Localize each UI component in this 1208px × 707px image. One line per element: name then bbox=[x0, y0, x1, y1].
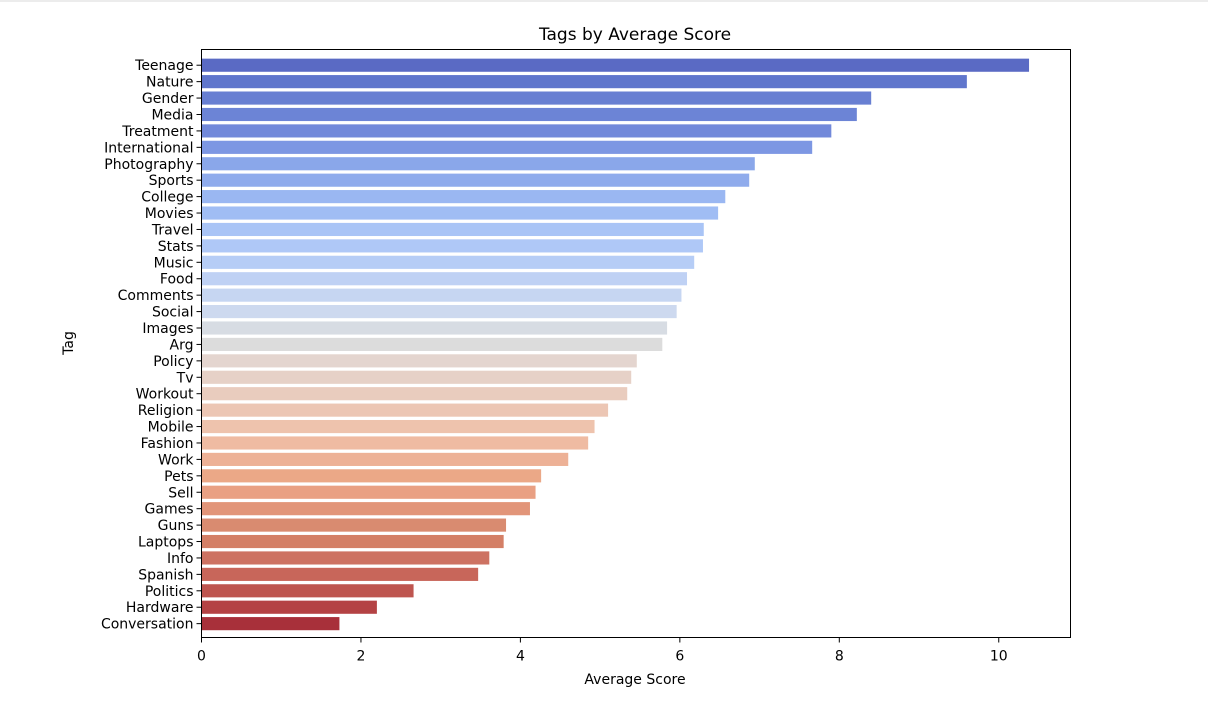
x-tick-label: 6 bbox=[675, 649, 684, 665]
bar bbox=[201, 518, 507, 532]
plot-frame bbox=[201, 49, 1071, 638]
bar bbox=[201, 419, 595, 434]
y-tick-label: Nature bbox=[146, 75, 193, 91]
bar bbox=[201, 140, 813, 154]
x-tick-label: 2 bbox=[356, 649, 365, 665]
bar bbox=[201, 255, 695, 269]
y-tick-label: Media bbox=[151, 107, 193, 123]
bar bbox=[201, 272, 688, 286]
y-tick-label: Spanish bbox=[138, 567, 193, 583]
bar bbox=[201, 305, 677, 319]
bar bbox=[201, 337, 663, 351]
y-tick-label: Music bbox=[154, 255, 194, 271]
bar bbox=[201, 436, 589, 450]
y-tick-label: Food bbox=[160, 272, 194, 288]
y-tick-label: Social bbox=[152, 305, 194, 321]
y-tick-label: Tv bbox=[176, 370, 194, 386]
bar bbox=[201, 534, 504, 549]
y-tick-label: Movies bbox=[145, 206, 194, 222]
bar bbox=[201, 354, 637, 368]
bar bbox=[201, 75, 967, 89]
x-axis-label: Average Score bbox=[584, 672, 685, 688]
window-top-border bbox=[0, 0, 1208, 2]
y-tick-label: Conversation bbox=[101, 617, 194, 633]
y-tick-label: Teenage bbox=[134, 58, 193, 74]
bar bbox=[201, 403, 609, 417]
bar bbox=[201, 124, 832, 138]
y-tick-label: Work bbox=[158, 452, 194, 468]
y-tick-label: Fashion bbox=[141, 436, 194, 452]
y-tick-label: Comments bbox=[118, 288, 194, 304]
bar bbox=[201, 370, 632, 384]
y-tick-label: College bbox=[141, 190, 193, 206]
bar bbox=[201, 567, 479, 581]
bar bbox=[201, 452, 569, 466]
bar bbox=[201, 173, 750, 187]
y-tick-label: Guns bbox=[158, 518, 194, 534]
y-tick-label: Policy bbox=[153, 354, 193, 370]
y-tick-label: Politics bbox=[145, 584, 194, 600]
y-tick-label: Gender bbox=[142, 91, 194, 107]
bar bbox=[201, 485, 536, 499]
y-tick-label: Pets bbox=[164, 469, 193, 485]
chart-title: Tags by Average Score bbox=[538, 25, 731, 45]
bar bbox=[201, 190, 726, 204]
x-tick-label: 10 bbox=[990, 649, 1008, 665]
bar bbox=[201, 91, 872, 105]
bar bbox=[201, 157, 755, 171]
bar bbox=[201, 288, 682, 302]
bar bbox=[201, 222, 704, 237]
y-tick-labels: TeenageNatureGenderMediaTreatmentInterna… bbox=[101, 58, 202, 633]
bar bbox=[201, 239, 703, 253]
bar bbox=[201, 206, 719, 220]
y-axis-label: Tag bbox=[61, 331, 77, 356]
y-tick-label: Treatment bbox=[121, 124, 194, 140]
bar bbox=[201, 551, 490, 565]
bar bbox=[201, 584, 414, 598]
y-tick-label: Religion bbox=[138, 403, 194, 419]
y-tick-label: Images bbox=[142, 321, 193, 337]
y-tick-label: Travel bbox=[151, 222, 194, 238]
y-tick-label: Arg bbox=[170, 337, 194, 353]
bar bbox=[201, 58, 1030, 72]
bar bbox=[201, 321, 668, 335]
y-tick-label: Sports bbox=[149, 173, 194, 189]
y-tick-label: Mobile bbox=[148, 420, 194, 436]
y-tick-label: Info bbox=[167, 551, 194, 567]
bar bbox=[201, 469, 542, 483]
x-tick-label: 0 bbox=[197, 649, 206, 665]
y-tick-label: International bbox=[104, 140, 193, 156]
y-tick-label: Hardware bbox=[126, 600, 194, 616]
bar bbox=[201, 617, 340, 631]
y-tick-label: Laptops bbox=[138, 535, 194, 551]
x-tick-label: 4 bbox=[516, 649, 525, 665]
bar bbox=[201, 387, 628, 401]
x-tick-label: 8 bbox=[835, 649, 844, 665]
bar bbox=[201, 502, 530, 516]
y-tick-label: Games bbox=[145, 502, 194, 518]
y-tick-label: Photography bbox=[104, 157, 193, 173]
y-tick-label: Stats bbox=[158, 239, 194, 255]
y-tick-label: Sell bbox=[168, 485, 193, 501]
y-tick-label: Workout bbox=[136, 387, 194, 403]
x-ticks: 0 2 4 6 8 10 bbox=[197, 637, 1008, 665]
bar bbox=[201, 107, 857, 122]
bars-group bbox=[201, 58, 1030, 631]
bar bbox=[201, 600, 377, 614]
